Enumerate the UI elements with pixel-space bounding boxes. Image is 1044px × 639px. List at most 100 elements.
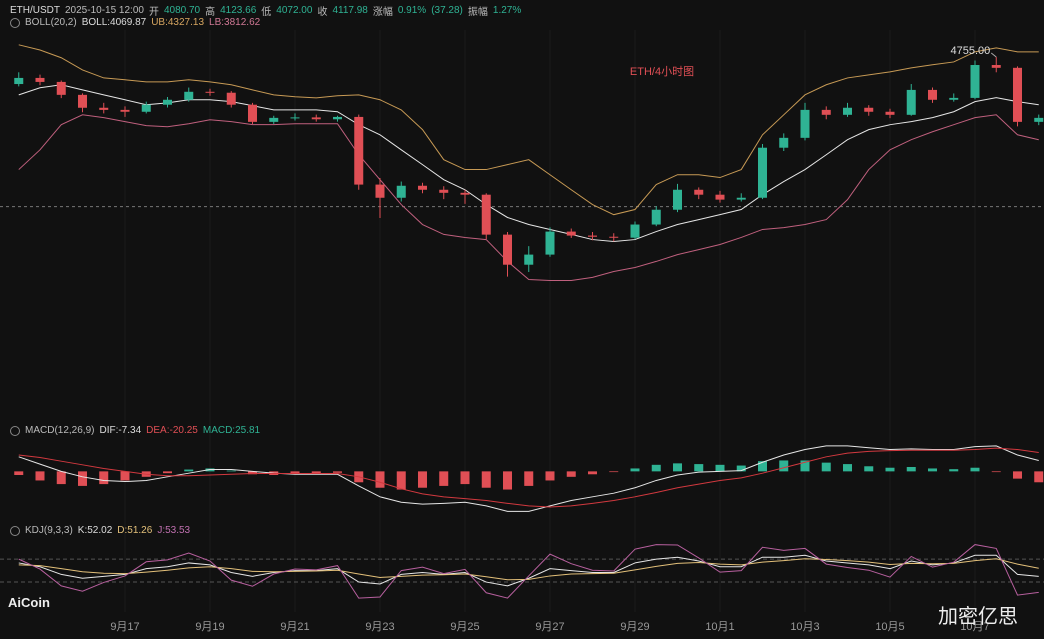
line <box>18 447 1039 508</box>
macd-bar <box>673 463 682 472</box>
line <box>18 558 1039 581</box>
value: BOLL:4069.87 <box>81 17 147 28</box>
value: 4080.70 <box>163 5 201 16</box>
macd-bar <box>928 468 937 472</box>
candle-body <box>821 109 831 115</box>
candle-body <box>396 185 406 198</box>
macd-bar <box>588 471 597 475</box>
candle-body <box>248 104 257 122</box>
time: 2025-10-15 12:00 <box>65 5 144 16</box>
macd-bar <box>248 471 257 475</box>
value: MACD:25.81 <box>202 425 261 436</box>
candle-body <box>736 197 746 200</box>
candle-body <box>906 89 916 115</box>
value: DEA:-20.25 <box>146 425 198 436</box>
value: D:51.26 <box>117 525 153 536</box>
candle-body <box>481 194 491 235</box>
macd-bar <box>333 471 342 473</box>
macd-bar <box>991 471 1001 473</box>
candle-body <box>311 117 321 120</box>
candle-body <box>120 109 130 112</box>
macd-bar <box>715 464 725 472</box>
label: BOLL(20,2) <box>25 17 77 28</box>
macd-bar <box>290 471 300 475</box>
label: 高 <box>205 7 216 18</box>
max-label: 4755.00 <box>950 45 990 57</box>
candle-body <box>609 236 619 238</box>
macd-bar <box>226 470 236 472</box>
candle-body <box>694 189 704 195</box>
label: 开 <box>148 7 159 18</box>
symbol: ETH/USDT <box>10 5 60 16</box>
macd-bar <box>821 462 831 472</box>
macd-bar <box>843 464 852 472</box>
candle-body <box>78 94 87 108</box>
candle-body <box>758 147 767 198</box>
macd-bar <box>524 471 534 486</box>
x-tick-label: 9月29 <box>620 621 649 633</box>
max-pointer <box>990 52 997 58</box>
value: J:53.53 <box>157 525 191 536</box>
candle-body <box>949 97 959 100</box>
candle-body <box>375 184 385 198</box>
macd-bar <box>418 471 427 488</box>
line <box>18 44 1039 216</box>
x-tick-label: 10月5 <box>875 621 904 633</box>
candle-body <box>354 116 364 185</box>
candle-body <box>35 77 45 82</box>
candle-body <box>864 107 874 112</box>
candle-body <box>885 111 895 115</box>
macd-bar <box>35 471 45 481</box>
watermark: 加密亿思 <box>938 606 1018 628</box>
label: 收 <box>317 7 328 18</box>
macd-bar <box>375 471 385 488</box>
watermark: AiCoin <box>8 595 50 610</box>
value: 4117.98 <box>332 5 368 16</box>
x-tick-label: 9月23 <box>365 621 394 633</box>
macd-bar <box>736 465 746 472</box>
candle-body <box>205 91 215 93</box>
value: DIF:-7.34 <box>99 425 142 436</box>
candle-body <box>651 209 661 225</box>
x-tick-label: 10月1 <box>705 621 734 633</box>
x-tick-label: 10月7 <box>960 621 989 633</box>
macd-bar <box>99 471 109 485</box>
candle-body <box>439 189 449 193</box>
macd-bar <box>609 471 619 473</box>
candle-body <box>418 185 427 190</box>
value: UB:4327.13 <box>151 17 205 28</box>
macd-bar <box>56 471 66 485</box>
macd-bar <box>694 464 704 472</box>
line <box>18 544 1039 599</box>
macd-bar <box>439 471 449 486</box>
macd-bar <box>184 469 194 472</box>
icon[interactable] <box>10 17 20 28</box>
macd-bar <box>800 460 810 472</box>
candle-body <box>630 224 640 238</box>
macd-bar <box>885 467 895 472</box>
macd-bar <box>630 468 640 472</box>
boll-header: BOLL(20,2) BOLL:4069.87 UB:4327.13 LB:38… <box>10 17 260 28</box>
line <box>18 445 1039 512</box>
candle-body <box>779 137 789 148</box>
macd-bar <box>396 471 406 490</box>
candle-body <box>1013 67 1022 122</box>
candle-body <box>290 117 300 119</box>
macd-bar <box>1034 471 1044 483</box>
icon[interactable] <box>10 525 20 536</box>
label: MACD(12,26,9) <box>25 425 95 436</box>
candle-body <box>333 116 342 120</box>
macd-bar <box>949 469 959 472</box>
candle-body <box>991 65 1001 68</box>
x-tick-label: 10月3 <box>790 621 819 633</box>
line <box>18 554 1039 587</box>
macd-bar <box>120 471 130 481</box>
macd-bar <box>481 471 491 488</box>
value: K:52.02 <box>77 525 113 536</box>
icon[interactable] <box>10 425 20 436</box>
x-tick-label: 9月17 <box>110 621 139 633</box>
header: ETH/USDT 2025-10-15 12:00 开 4080.70 高 4123… <box>10 3 521 18</box>
line <box>18 84 1039 242</box>
x-tick-label: 9月21 <box>280 621 309 633</box>
candle-body <box>800 109 810 138</box>
